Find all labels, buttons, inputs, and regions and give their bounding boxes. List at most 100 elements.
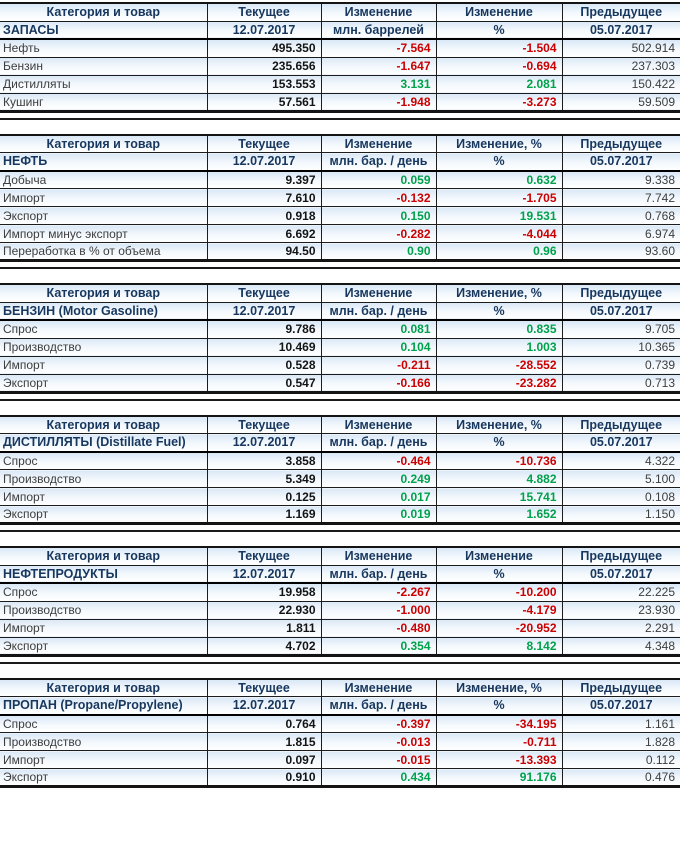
current-value: 495.350: [207, 39, 322, 57]
change-value: 3.131: [321, 74, 437, 93]
row-label: Переработка в % от объема: [0, 242, 208, 261]
previous-value: 6.974: [562, 224, 680, 243]
change-pct-value: -10.200: [436, 583, 563, 601]
table-separator: [0, 394, 680, 415]
current-value: 0.764: [207, 714, 322, 733]
column-header: Изменение, %: [436, 284, 563, 303]
change-pct-value: -3.273: [436, 92, 563, 111]
change-value: -0.464: [321, 451, 437, 470]
table-row: Нефть 495.350 -7.564 -1.504 502.914: [0, 39, 680, 57]
change-pct-value: -1.705: [436, 188, 563, 207]
subheader: %: [436, 302, 563, 321]
table-separator: [0, 262, 680, 283]
current-value: 94.50: [207, 242, 322, 261]
change-pct-value: 19.531: [436, 206, 563, 225]
table-row: Производство 1.815 -0.013 -0.711 1.828: [0, 732, 680, 751]
change-value: 0.434: [321, 768, 437, 787]
previous-value: 59.509: [562, 92, 680, 111]
row-label: Экспорт: [0, 505, 208, 524]
subheader-row: БЕНЗИН (Motor Gasoline) 12.07.2017 млн. ба…: [0, 302, 680, 321]
row-label: Импорт: [0, 188, 208, 207]
separator-line: [0, 267, 680, 269]
table-row: Добыча 9.397 0.059 0.632 9.338: [0, 170, 680, 189]
column-header: Текущее: [207, 678, 322, 697]
subheader: %: [436, 565, 563, 584]
table-row: Спрос 9.786 0.081 0.835 9.705: [0, 320, 680, 338]
column-header-row: Категория и товар Текущее Изменение Изменен…: [0, 3, 680, 22]
change-pct-value: 0.96: [436, 242, 563, 261]
row-label: Добыча: [0, 170, 208, 189]
separator-line: [0, 398, 680, 401]
current-value: 1.811: [207, 618, 322, 637]
change-value: 0.354: [321, 636, 437, 655]
current-value: 1.815: [207, 732, 322, 751]
previous-value: 502.914: [562, 39, 680, 57]
change-value: -1.000: [321, 600, 437, 619]
table-row: Экспорт 0.910 0.434 91.176 0.476: [0, 768, 680, 787]
table-propan: Категория и товар Текущее Изменение Изменен…: [0, 677, 680, 788]
current-value: 57.561: [207, 92, 322, 111]
subheader: %: [436, 696, 563, 716]
current-value: 0.910: [207, 768, 322, 787]
oil-statistics-report: Категория и товар Текущее Изменение Изменен…: [0, 2, 680, 788]
previous-value: 9.338: [562, 170, 680, 189]
row-label: Импорт минус экспорт: [0, 224, 208, 243]
current-value: 0.918: [207, 206, 322, 225]
column-header: Изменение, %: [436, 678, 563, 697]
change-value: -7.564: [321, 39, 437, 57]
change-value: 0.059: [321, 170, 437, 189]
current-value: 10.469: [207, 337, 322, 356]
row-label: Дистилляты: [0, 74, 208, 93]
subheader: млн. бар. / день: [321, 565, 437, 584]
column-header: Текущее: [207, 134, 322, 153]
section-title: ПРОПАН (Propane/Propylene): [0, 696, 208, 716]
current-value: 5.349: [207, 469, 322, 488]
column-header: Текущее: [207, 547, 322, 566]
table-zapasy: Категория и товар Текущее Изменение Изменен…: [0, 2, 680, 113]
row-label: Производство: [0, 732, 208, 751]
subheader: 12.07.2017: [207, 696, 322, 716]
change-pct-value: 8.142: [436, 636, 563, 655]
current-value: 19.958: [207, 583, 322, 601]
column-header: Изменение: [321, 134, 437, 153]
column-header: Изменение: [321, 678, 437, 697]
table-row: Спрос 19.958 -2.267 -10.200 22.225: [0, 583, 680, 601]
change-pct-value: -20.952: [436, 618, 563, 637]
table-row: Переработка в % от объема 94.50 0.90 0.96 93…: [0, 242, 680, 261]
change-value: -0.282: [321, 224, 437, 243]
subheader-row: НЕФТЕПРОДУКТЫ 12.07.2017 млн. бар. / день%…: [0, 565, 680, 584]
column-header: Категория и товар: [0, 547, 208, 566]
table-row: Экспорт 1.169 0.019 1.652 1.150: [0, 505, 680, 524]
previous-value: 1.828: [562, 732, 680, 751]
row-label: Производство: [0, 337, 208, 356]
change-pct-value: -0.711: [436, 732, 563, 751]
column-header: Текущее: [207, 3, 322, 22]
change-pct-value: -4.179: [436, 600, 563, 619]
table-separator: [0, 113, 680, 134]
row-label: Нефть: [0, 39, 208, 57]
column-header: Предыдущее: [562, 415, 680, 434]
previous-value: 10.365: [562, 337, 680, 356]
row-label: Спрос: [0, 714, 208, 733]
subheader: 05.07.2017: [562, 302, 680, 321]
subheader: млн. бар. / день: [321, 302, 437, 321]
change-value: -0.211: [321, 355, 437, 374]
column-header-row: Категория и товар Текущее Изменение Изменен…: [0, 134, 680, 153]
table-separator: [0, 525, 680, 546]
column-header: Изменение, %: [436, 134, 563, 153]
change-value: -0.480: [321, 618, 437, 637]
column-header: Изменение: [321, 3, 437, 22]
subheader: 05.07.2017: [562, 152, 680, 172]
row-label: Производство: [0, 469, 208, 488]
subheader-row: ДИСТИЛЛЯТЫ (Distillate Fuel) 12.07.2017 мл…: [0, 433, 680, 453]
change-pct-value: -23.282: [436, 373, 563, 392]
previous-value: 4.348: [562, 636, 680, 655]
column-header: Категория и товар: [0, 415, 208, 434]
table-row: Спрос 0.764 -0.397 -34.195 1.161: [0, 714, 680, 733]
previous-value: 23.930: [562, 600, 680, 619]
column-header: Текущее: [207, 415, 322, 434]
change-pct-value: 1.652: [436, 505, 563, 524]
subheader: млн. бар. / день: [321, 433, 437, 453]
column-header: Категория и товар: [0, 284, 208, 303]
row-label: Производство: [0, 600, 208, 619]
